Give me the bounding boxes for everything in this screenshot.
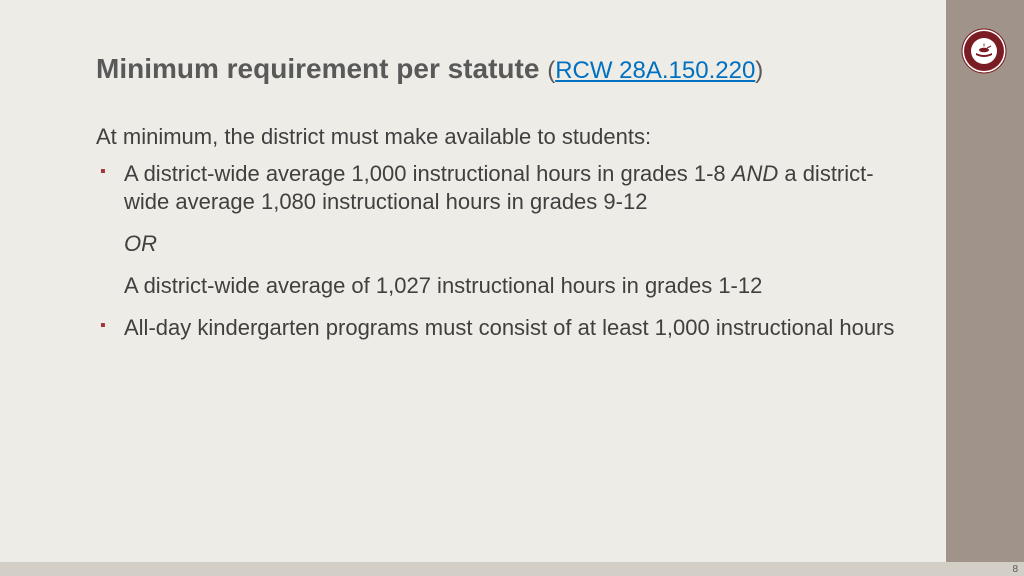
bullet-text-run: All-day kindergarten programs must consi…	[124, 315, 894, 340]
bullet-text-run: AND	[732, 161, 778, 186]
statute-link[interactable]: RCW 28A.150.220	[555, 57, 755, 84]
list-item: All-day kindergarten programs must consi…	[96, 314, 906, 342]
page-number: 8	[1012, 564, 1018, 575]
bullet-sub: A district-wide average of 1,027 instruc…	[124, 272, 906, 300]
title-main: Minimum requirement per statute	[96, 53, 539, 84]
slide: Minimum requirement per statute (RCW 28A…	[0, 0, 1024, 576]
intro-text: At minimum, the district must make avail…	[96, 124, 906, 150]
bullet-text-run: A district-wide average 1,000 instructio…	[124, 161, 732, 186]
bullet-sub: OR	[124, 230, 906, 258]
footer-bar: 8	[0, 562, 1024, 576]
sidebar-accent	[946, 0, 1024, 576]
content-area: Minimum requirement per statute (RCW 28A…	[0, 0, 946, 562]
list-item: A district-wide average 1,000 instructio…	[96, 160, 906, 216]
state-board-seal-icon	[961, 28, 1007, 74]
slide-title: Minimum requirement per statute (RCW 28A…	[96, 52, 906, 86]
title-paren-open: (	[547, 57, 555, 84]
bullet-list: A district-wide average 1,000 instructio…	[96, 160, 906, 343]
title-paren-close: )	[755, 57, 763, 84]
